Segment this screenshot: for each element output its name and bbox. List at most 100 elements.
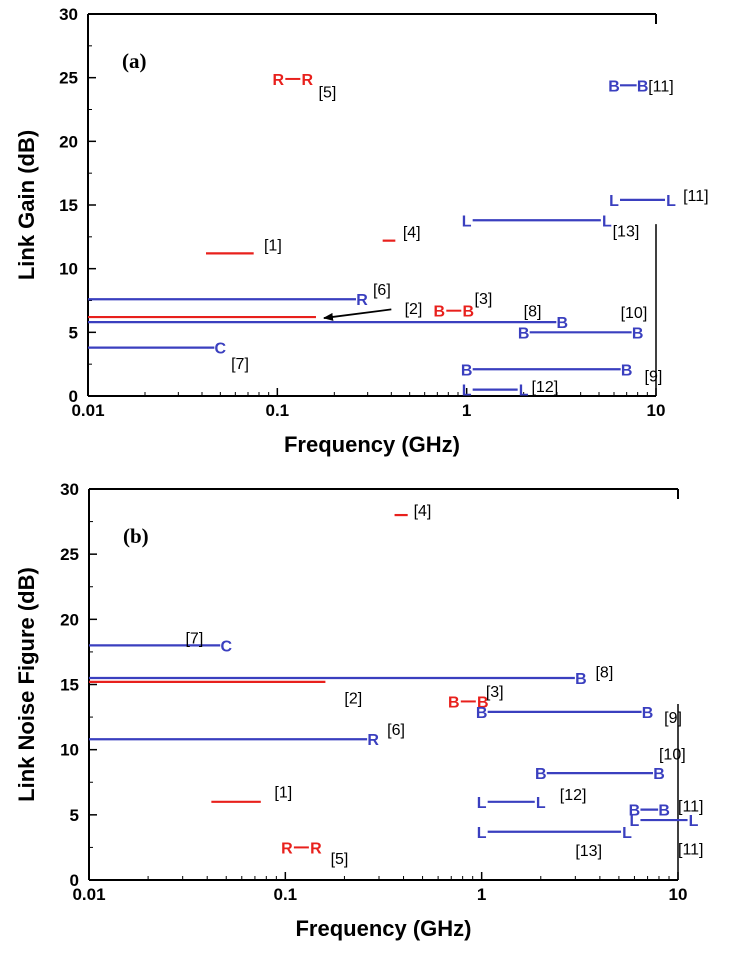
panel-label: (b) bbox=[123, 524, 149, 548]
series-end-marker: L bbox=[622, 825, 632, 842]
reference-label: [4] bbox=[414, 503, 432, 520]
y-axis-title: Link Noise Figure (dB) bbox=[14, 567, 39, 802]
y-axis-title: Link Gain (dB) bbox=[14, 130, 39, 280]
y-tick-label: 15 bbox=[60, 676, 79, 695]
y-tick-label: 30 bbox=[60, 480, 79, 499]
reference-label: [3] bbox=[486, 684, 504, 701]
series-end-marker: L bbox=[666, 193, 676, 210]
reference-label: [10] bbox=[621, 305, 648, 322]
reference-label: [4] bbox=[403, 225, 421, 242]
y-tick-label: 0 bbox=[69, 387, 78, 406]
reference-label: [1] bbox=[264, 237, 282, 254]
reference-label: [11] bbox=[678, 842, 704, 859]
series-end-marker: C bbox=[220, 638, 232, 655]
series-end-marker: B bbox=[434, 304, 446, 321]
y-tick-label: 20 bbox=[59, 132, 78, 151]
series-start-marker: L bbox=[630, 813, 640, 830]
reference-label: [3] bbox=[475, 291, 493, 308]
series-end-marker: R bbox=[302, 72, 314, 89]
series-start-marker: B bbox=[518, 325, 530, 342]
x-tick-label: 0.1 bbox=[274, 885, 298, 904]
series-end-marker: B bbox=[557, 315, 569, 332]
series-8: B bbox=[88, 315, 568, 332]
reference-label: [9] bbox=[645, 369, 663, 386]
x-tick-label: 10 bbox=[647, 401, 666, 420]
series-start-marker: L bbox=[477, 825, 487, 842]
panel-a: 0 5 10 15 20 25 30 0.01 0.1 1 10 Frequency (GHz) Lin… bbox=[14, 5, 709, 457]
series-7: C bbox=[89, 638, 232, 655]
reference-label: [8] bbox=[524, 304, 542, 321]
reference-label: [9] bbox=[664, 710, 682, 727]
reference-label: [11] bbox=[648, 78, 674, 95]
series-2 bbox=[88, 308, 392, 321]
reference-label: [7] bbox=[231, 356, 249, 373]
reference-label: [5] bbox=[319, 85, 337, 102]
reference-label: [1] bbox=[274, 784, 292, 801]
reference-label: [11] bbox=[678, 799, 704, 816]
y-tick-label: 15 bbox=[59, 196, 78, 215]
reference-label: [12] bbox=[531, 379, 558, 396]
x-tick-label: 0.1 bbox=[266, 401, 290, 420]
series-end-marker: R bbox=[281, 840, 293, 857]
series-end-marker: B bbox=[658, 803, 670, 820]
panel-label: (a) bbox=[122, 49, 147, 73]
series-end-marker: C bbox=[215, 341, 227, 358]
x-tick-label: 0.01 bbox=[72, 885, 105, 904]
series-start-marker: B bbox=[476, 705, 488, 722]
series-start-marker: L bbox=[462, 383, 472, 400]
x-tick-label: 1 bbox=[477, 885, 486, 904]
series-end-marker: B bbox=[575, 671, 587, 688]
y-tick-label: 10 bbox=[59, 260, 78, 279]
series-end-marker: B bbox=[637, 78, 649, 95]
series-end-marker: L bbox=[536, 795, 546, 812]
reference-label: [13] bbox=[575, 843, 602, 860]
series-end-marker: B bbox=[463, 304, 475, 321]
series-start-marker: B bbox=[608, 78, 620, 95]
y-tick-label: 0 bbox=[70, 871, 79, 890]
y-tick-label: 10 bbox=[60, 741, 79, 760]
reference-label: [5] bbox=[331, 851, 349, 868]
series-end-marker: B bbox=[477, 694, 489, 711]
series-end-marker: R bbox=[273, 72, 285, 89]
x-tick-label: 1 bbox=[462, 401, 471, 420]
series-end-marker: B bbox=[448, 694, 460, 711]
reference-label: [7] bbox=[185, 631, 203, 648]
series-end-marker: B bbox=[642, 705, 654, 722]
series-end-marker: L bbox=[689, 813, 699, 830]
x-tick-label: 10 bbox=[669, 885, 688, 904]
series-end-marker: B bbox=[621, 362, 633, 379]
y-tick-label: 5 bbox=[70, 806, 79, 825]
y-tick-label: 25 bbox=[60, 545, 79, 564]
series-end-marker: R bbox=[310, 840, 322, 857]
reference-label: [2] bbox=[344, 691, 362, 708]
reference-label: [11] bbox=[683, 188, 709, 205]
series-6: R bbox=[88, 292, 368, 309]
series-end-marker: L bbox=[519, 383, 529, 400]
reference-label: [2] bbox=[405, 301, 423, 318]
series-start-marker: B bbox=[461, 362, 473, 379]
series-6: R bbox=[89, 732, 379, 749]
series-end-marker: R bbox=[356, 292, 368, 309]
y-tick-label: 5 bbox=[69, 323, 78, 342]
x-axis-title: Frequency (GHz) bbox=[284, 432, 460, 457]
y-tick-label: 25 bbox=[59, 69, 78, 88]
annotation-arrow bbox=[322, 308, 392, 321]
reference-label: [10] bbox=[659, 747, 686, 764]
